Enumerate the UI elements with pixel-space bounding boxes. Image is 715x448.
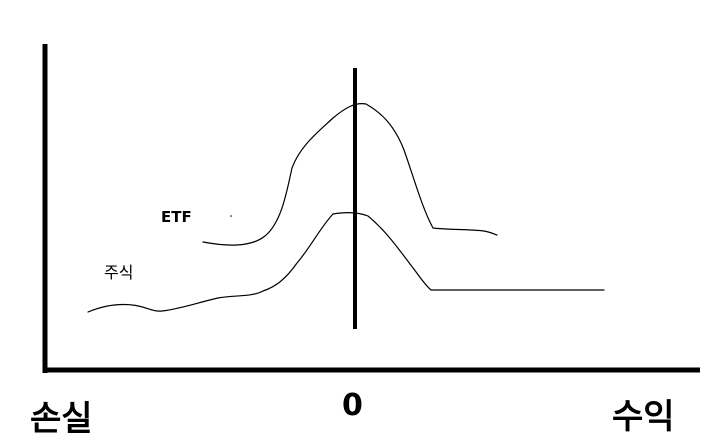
zero-label: 0 xyxy=(342,388,363,423)
etf-curve xyxy=(202,103,498,246)
etf-label: ETF xyxy=(161,208,192,226)
stock-label: 주식 xyxy=(104,263,133,282)
loss-label: 손실 xyxy=(30,399,93,439)
stock-curve xyxy=(87,212,605,313)
stray-dot xyxy=(230,215,232,217)
gain-label: 수익 xyxy=(612,397,675,437)
